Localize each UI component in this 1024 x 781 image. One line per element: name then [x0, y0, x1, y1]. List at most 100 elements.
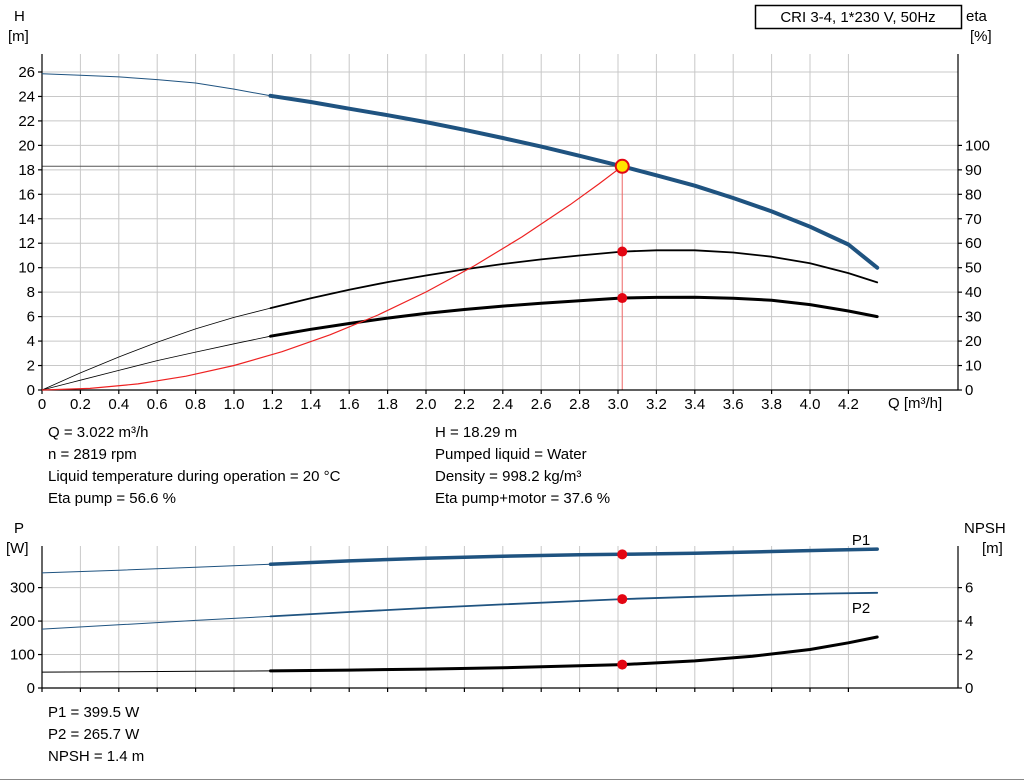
npsh-axis-label: NPSH [964, 520, 1006, 537]
power-npsh-chart: 0 100 200 300 0 2 4 6 P1 P2 [10, 532, 973, 697]
eta-pump-motor-marker [617, 293, 628, 304]
x-tick-label: 0.6 [147, 396, 168, 413]
y-left-tick-label: 100 [10, 647, 35, 664]
result-temperature: Liquid temperature during operation = 20… [48, 468, 341, 485]
x-tick-label: 4.0 [800, 396, 821, 413]
y-right-tick-label: 0 [965, 382, 973, 399]
x-tick-label: 4.2 [838, 396, 859, 413]
x-tick-label: 2.4 [492, 396, 513, 413]
system-curve [41, 165, 623, 391]
x-tick-label: 0.8 [185, 396, 206, 413]
eta-pump-curve-thin [41, 307, 271, 391]
pump-model-box-frame [754, 4, 963, 30]
y-right-tick-label: 100 [965, 137, 990, 154]
h-axis-label: H [14, 8, 25, 25]
eta-axis-unit: [%] [970, 28, 992, 45]
eta-pump-motor-curve-thin [41, 335, 271, 391]
y-right-tick-label: 60 [965, 235, 982, 252]
y-left-tick-label: 0 [27, 680, 35, 697]
y-right-tick-label: 0 [965, 680, 973, 697]
grid [42, 54, 958, 390]
x-tick-label: 3.0 [608, 396, 629, 413]
y-right-tick-label: 80 [965, 186, 982, 203]
y-left-tick-label: 2 [27, 358, 35, 375]
axes [38, 546, 962, 692]
pump-head-curve-thin [41, 73, 271, 97]
x-tick-label: 3.2 [646, 396, 667, 413]
x-tick-label: 1.0 [224, 396, 245, 413]
y-left-tick-label: 20 [18, 137, 35, 154]
h-axis-unit: [m] [8, 28, 29, 45]
y-left-tick-label: 12 [18, 235, 35, 252]
x-tick-label: 2.0 [416, 396, 437, 413]
p2-power-curve-thin [41, 615, 271, 630]
y-right-tick-label: 20 [965, 333, 982, 350]
y-right-tick-label: 6 [965, 580, 973, 597]
p1-power-curve-thin [41, 563, 271, 574]
p1-marker [617, 549, 628, 560]
result-eta-pump-motor: Eta pump+motor = 37.6 % [435, 490, 610, 507]
x-tick-label: 2.2 [454, 396, 475, 413]
qh-eta-chart: 0246810121416182022242601020304050607080… [18, 54, 990, 413]
x-tick-label: 0 [38, 396, 46, 413]
result-head: H = 18.29 m [435, 424, 517, 441]
x-tick-label: 0.4 [108, 396, 129, 413]
result-npsh: NPSH = 1.4 m [48, 748, 144, 765]
p1-power-curve [268, 547, 879, 566]
npsh-curve-thin [41, 670, 271, 673]
y-right-tick-label: 40 [965, 284, 982, 301]
eta-axis-label: eta [966, 8, 988, 25]
y-left-tick-label: 26 [18, 64, 35, 81]
x-tick-label: 2.6 [531, 396, 552, 413]
y-left-tick-label: 200 [10, 613, 35, 630]
operating-data-block: Q = 3.022 m³/h n = 2819 rpm Liquid tempe… [48, 424, 610, 507]
result-p2: P2 = 265.7 W [48, 726, 140, 743]
pump-head-curve [268, 93, 880, 270]
x-tick-label: 1.4 [300, 396, 321, 413]
y-right-tick-label: 10 [965, 358, 982, 375]
y-left-tick-label: 14 [18, 211, 35, 228]
y-right-tick-label: 70 [965, 211, 982, 228]
y-right-tick-label: 50 [965, 260, 982, 277]
result-q: Q = 3.022 m³/h [48, 424, 148, 441]
duty-point-marker [614, 158, 630, 174]
result-speed: n = 2819 rpm [48, 446, 137, 463]
tick-labels: 0246810121416182022242601020304050607080… [18, 64, 990, 413]
y-left-tick-label: 8 [27, 284, 35, 301]
grid [42, 546, 958, 688]
x-tick-label: 1.8 [377, 396, 398, 413]
y-left-tick-label: 4 [27, 333, 35, 350]
y-right-tick-label: 30 [965, 309, 982, 326]
y-left-tick-label: 16 [18, 186, 35, 203]
p-axis-label: P [14, 520, 24, 537]
pump-model-label: CRI 3-4, 1*230 V, 50Hz [780, 9, 935, 26]
y-left-tick-label: 0 [27, 382, 35, 399]
y-left-tick-label: 18 [18, 162, 35, 179]
result-density: Density = 998.2 kg/m³ [435, 468, 581, 485]
q-axis-label: Q [m³/h] [888, 395, 942, 412]
x-tick-label: 3.8 [761, 396, 782, 413]
tick-labels: 0 100 200 300 0 2 4 6 [10, 580, 973, 697]
p2-marker [617, 594, 628, 605]
result-eta-pump: Eta pump = 56.6 % [48, 490, 176, 507]
x-tick-label: 3.4 [684, 396, 705, 413]
result-p1: P1 = 399.5 W [48, 704, 140, 721]
npsh-axis-unit: [m] [982, 540, 1003, 557]
npsh-curve [269, 635, 879, 673]
x-tick-label: 1.2 [262, 396, 283, 413]
axes [38, 54, 962, 394]
x-tick-label: 0.2 [70, 396, 91, 413]
series-label-p1: P1 [852, 532, 870, 549]
power-data-block: P1 = 399.5 W P2 = 265.7 W NPSH = 1.4 m [48, 704, 144, 765]
y-left-tick-label: 24 [18, 88, 35, 105]
x-tick-label: 3.6 [723, 396, 744, 413]
eta-pump-marker [617, 246, 628, 257]
series-label-p2: P2 [852, 600, 870, 617]
npsh-marker [617, 659, 628, 670]
pump-model-box: CRI 3-4, 1*230 V, 50Hz [754, 4, 963, 30]
y-left-tick-label: 22 [18, 113, 35, 130]
x-tick-label: 2.8 [569, 396, 590, 413]
y-right-tick-label: 2 [965, 647, 973, 664]
